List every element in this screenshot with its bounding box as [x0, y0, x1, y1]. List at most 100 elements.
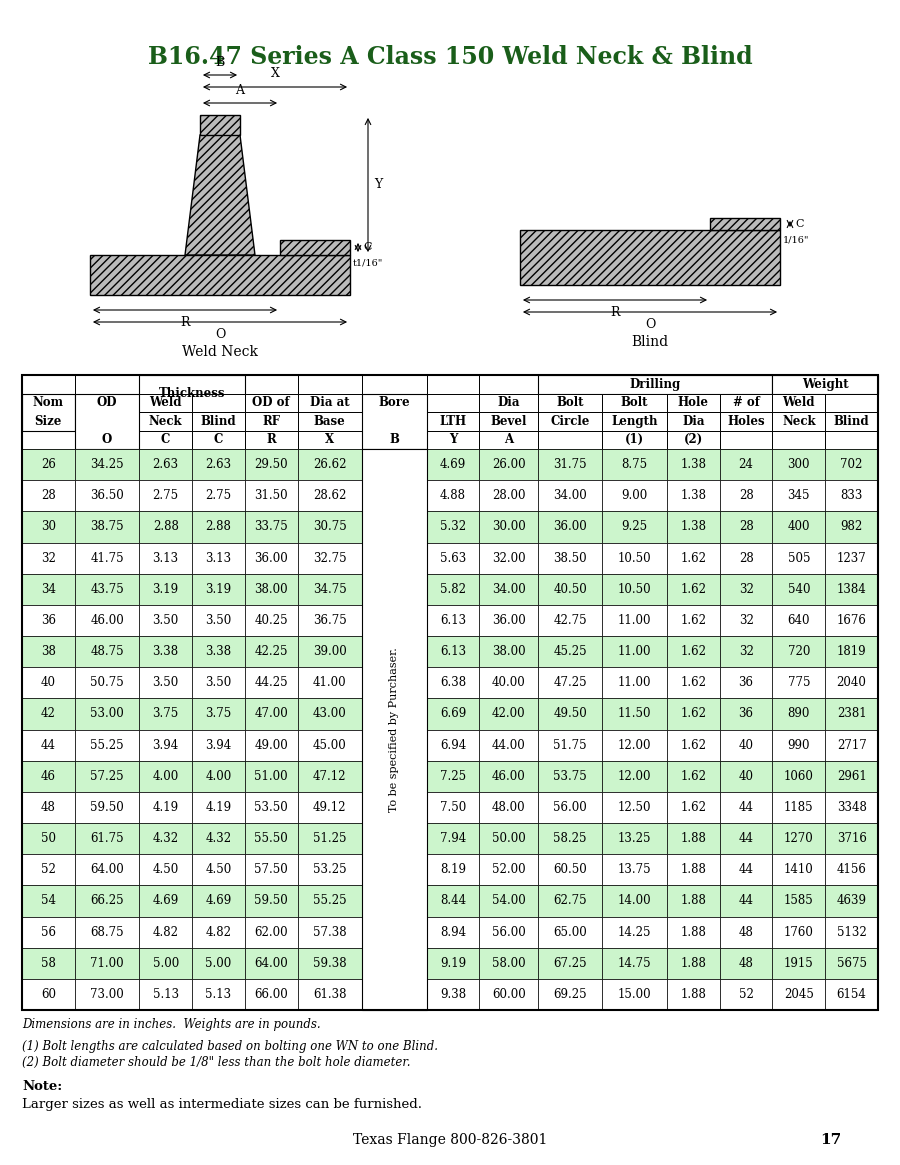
- Bar: [602, 605, 667, 636]
- Bar: [192, 636, 245, 668]
- Text: 4.32: 4.32: [205, 832, 231, 845]
- Text: 53.25: 53.25: [313, 863, 346, 876]
- Text: 32: 32: [739, 582, 753, 595]
- Text: 4.32: 4.32: [153, 832, 179, 845]
- Bar: [772, 449, 825, 480]
- Text: C: C: [363, 242, 372, 253]
- Bar: [480, 668, 538, 698]
- Bar: [362, 636, 427, 668]
- Bar: [602, 854, 667, 885]
- Text: 26.62: 26.62: [313, 458, 346, 471]
- Text: 28: 28: [739, 521, 753, 534]
- Bar: [362, 449, 427, 480]
- Bar: [75, 412, 140, 431]
- Text: 44: 44: [739, 832, 753, 845]
- Bar: [22, 394, 75, 412]
- Bar: [772, 822, 825, 854]
- Bar: [245, 698, 298, 729]
- Text: Neck: Neck: [148, 415, 183, 428]
- Text: 14.75: 14.75: [618, 956, 652, 969]
- Bar: [720, 449, 772, 480]
- Text: Larger sizes as well as intermediate sizes can be furnished.: Larger sizes as well as intermediate siz…: [22, 1097, 422, 1111]
- Bar: [538, 636, 602, 668]
- Bar: [538, 729, 602, 761]
- Text: 64.00: 64.00: [255, 956, 288, 969]
- Text: 42.75: 42.75: [554, 614, 587, 627]
- Bar: [362, 394, 427, 412]
- Text: 3.50: 3.50: [152, 614, 179, 627]
- Bar: [720, 543, 772, 573]
- Text: 4.69: 4.69: [205, 895, 231, 908]
- Text: Y: Y: [374, 178, 382, 191]
- Text: 3348: 3348: [837, 800, 867, 814]
- Bar: [480, 729, 538, 761]
- Text: 833: 833: [841, 489, 863, 502]
- Text: Drilling: Drilling: [630, 377, 680, 390]
- Bar: [825, 543, 878, 573]
- Text: 28.62: 28.62: [313, 489, 346, 502]
- Text: 3.13: 3.13: [205, 551, 231, 565]
- Bar: [427, 394, 480, 412]
- Text: 1410: 1410: [784, 863, 814, 876]
- Bar: [772, 917, 825, 947]
- Text: 53.50: 53.50: [255, 800, 288, 814]
- Text: 2045: 2045: [784, 988, 814, 1001]
- Text: Hole: Hole: [678, 396, 709, 409]
- Text: 4.69: 4.69: [440, 458, 466, 471]
- Bar: [140, 917, 192, 947]
- Bar: [772, 431, 825, 449]
- Text: 58.25: 58.25: [554, 832, 587, 845]
- Bar: [480, 543, 538, 573]
- Text: 3.19: 3.19: [205, 582, 231, 595]
- Text: Blind: Blind: [833, 415, 869, 428]
- Text: 1.88: 1.88: [680, 832, 706, 845]
- Bar: [298, 729, 362, 761]
- Bar: [245, 636, 298, 668]
- Text: 1270: 1270: [784, 832, 814, 845]
- Text: 58.00: 58.00: [491, 956, 526, 969]
- Bar: [192, 449, 245, 480]
- Text: 5.63: 5.63: [440, 551, 466, 565]
- Bar: [245, 394, 298, 412]
- Bar: [245, 822, 298, 854]
- Bar: [427, 573, 480, 605]
- Text: 50.00: 50.00: [491, 832, 526, 845]
- Bar: [140, 431, 192, 449]
- Bar: [75, 449, 140, 480]
- Bar: [538, 394, 602, 412]
- Bar: [480, 375, 538, 394]
- Bar: [772, 375, 825, 394]
- Text: 1.62: 1.62: [680, 645, 706, 658]
- Text: 11.00: 11.00: [618, 676, 652, 690]
- Bar: [602, 822, 667, 854]
- Bar: [362, 885, 427, 917]
- Bar: [825, 480, 878, 511]
- Text: 8.19: 8.19: [440, 863, 466, 876]
- Text: 1585: 1585: [784, 895, 814, 908]
- Bar: [298, 431, 362, 449]
- Bar: [480, 822, 538, 854]
- Bar: [298, 605, 362, 636]
- Text: 982: 982: [841, 521, 863, 534]
- Bar: [825, 885, 878, 917]
- Bar: [667, 822, 720, 854]
- Text: Bore: Bore: [379, 396, 410, 409]
- Text: 3.50: 3.50: [205, 676, 231, 690]
- Text: O: O: [102, 433, 112, 446]
- Bar: [825, 412, 878, 431]
- Text: 2.88: 2.88: [153, 521, 178, 534]
- Bar: [720, 394, 772, 412]
- Bar: [427, 636, 480, 668]
- Polygon shape: [710, 218, 780, 230]
- Bar: [538, 792, 602, 822]
- Bar: [602, 412, 667, 431]
- Bar: [245, 885, 298, 917]
- Bar: [825, 979, 878, 1010]
- Bar: [298, 543, 362, 573]
- Text: 4.82: 4.82: [205, 925, 231, 939]
- Bar: [427, 761, 480, 792]
- Text: 9.25: 9.25: [622, 521, 648, 534]
- Text: 1.62: 1.62: [680, 707, 706, 720]
- Text: 2717: 2717: [837, 739, 867, 751]
- Text: 1.62: 1.62: [680, 770, 706, 783]
